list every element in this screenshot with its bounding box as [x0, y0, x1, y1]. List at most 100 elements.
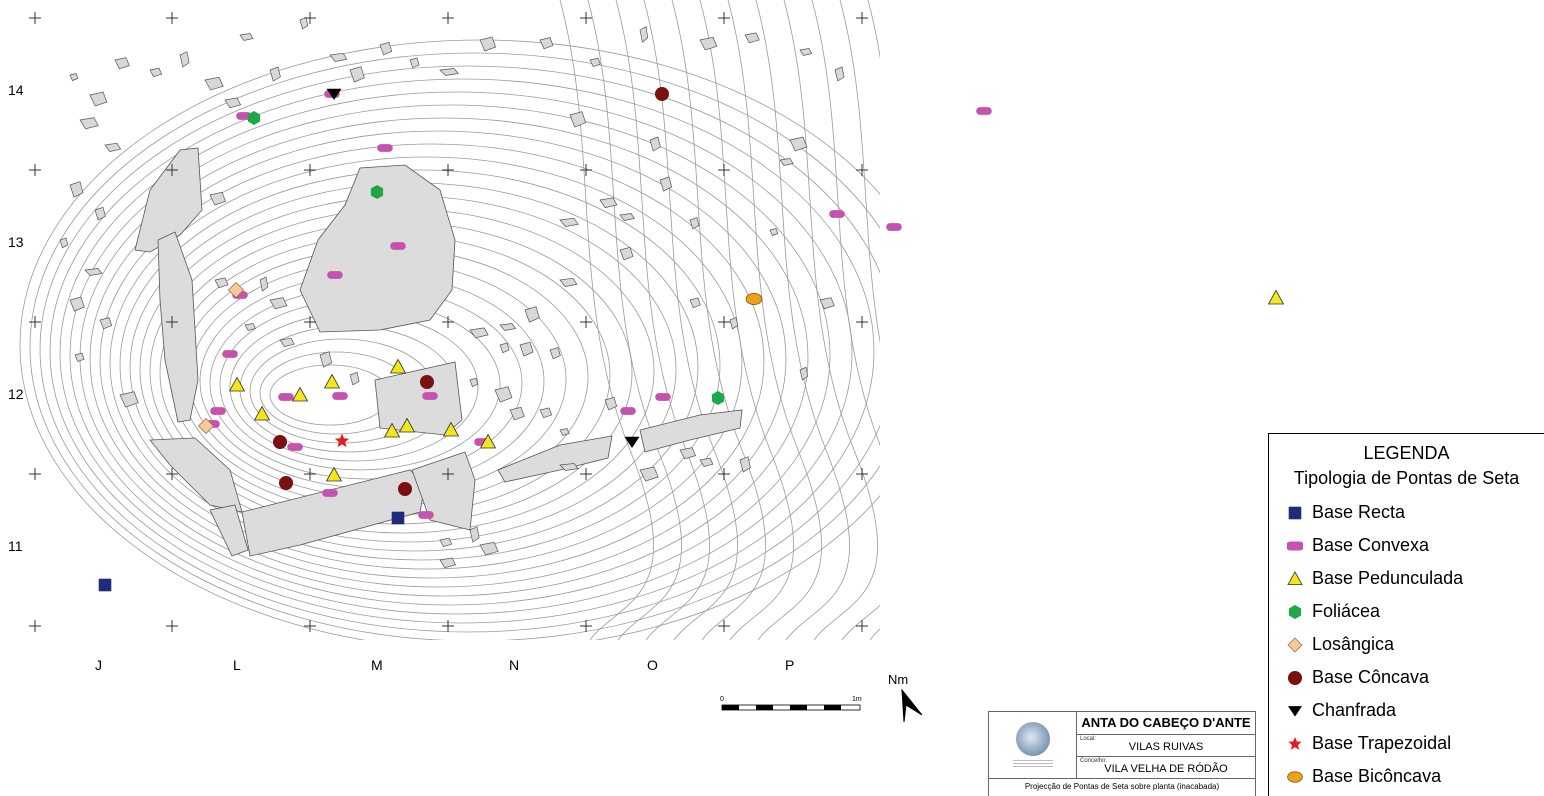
rubble-stone: [689, 297, 701, 309]
scale-end-label: 1m: [852, 696, 862, 703]
grid-labels: 14 13 12 11 J L M N O P: [8, 82, 794, 673]
find-triangle: [1267, 289, 1285, 305]
orthostat-small: [209, 504, 249, 557]
rubble-stone: [439, 68, 459, 76]
rubble-stone: [114, 57, 130, 70]
grid-cross: [856, 468, 868, 480]
find-diamond: [227, 281, 245, 299]
logo-disc-icon: [1015, 722, 1050, 756]
legend-item-ellipse: Base Bicôncava: [1269, 760, 1544, 793]
contour-line: [587, 0, 682, 640]
rubble-stone: [499, 342, 510, 354]
column-label: N: [509, 657, 519, 673]
rubble-stone: [799, 366, 809, 381]
find-circle: [655, 87, 669, 101]
rubble-stone: [649, 136, 661, 152]
contour-line: [699, 0, 794, 640]
grid-cross: [29, 620, 41, 632]
local-value: VILAS RUIVAS: [1128, 741, 1204, 753]
grid-cross: [166, 316, 178, 328]
find-hexagon: [247, 111, 261, 125]
diamond-icon: [1287, 636, 1303, 653]
contour-line: [89, 130, 787, 588]
grid-cross: [856, 620, 868, 632]
legend-list: Base Recta Base Convexa Base Pedunculada Fo…: [1269, 496, 1544, 793]
find-triangle: [291, 386, 309, 402]
north-arrow: Nm: [888, 672, 923, 723]
find-star: [334, 433, 350, 448]
rubble-stone: [599, 197, 618, 209]
rubble-stone: [469, 377, 479, 388]
find-pill: [976, 107, 992, 115]
contour-line: [49, 78, 875, 624]
find-triangle: [398, 417, 416, 433]
rubble-stone: [524, 306, 540, 323]
rubble-stone: [699, 36, 718, 51]
legend-item-label: Base Convexa: [1312, 535, 1430, 555]
rubble-stone: [244, 323, 256, 331]
rubble-stone: [739, 456, 751, 473]
contour-line: [867, 0, 880, 59]
grid-cross: [29, 164, 41, 176]
contour-line: [99, 143, 765, 579]
orthostat-left-1: [134, 147, 203, 253]
grid-cross: [718, 316, 730, 328]
grid-cross: [580, 12, 592, 24]
rubble-stone: [349, 371, 360, 386]
find-pill: [829, 210, 845, 218]
rubble-stone: [119, 391, 139, 408]
legend-item-down-triangle: Chanfrada: [1269, 694, 1544, 727]
orthostat-bottom-1: [149, 437, 243, 513]
triangle-icon: [1287, 570, 1303, 585]
find-pill: [390, 242, 406, 250]
grid-cross: [856, 12, 868, 24]
find-pill: [322, 489, 338, 497]
scale-bar: 0 1m: [720, 696, 862, 711]
row-label: 14: [8, 82, 24, 98]
rubble-stone: [659, 176, 673, 192]
find-triangle: [389, 358, 407, 374]
rubble-stone: [559, 463, 579, 471]
circle-icon: [1288, 670, 1302, 685]
local-row: Local: VILAS RUIVAS: [1077, 735, 1255, 757]
find-pill: [332, 392, 348, 400]
row-label: 11: [8, 538, 23, 554]
grid-cross: [718, 468, 730, 480]
find-hexagon: [711, 391, 725, 405]
rubble-stone: [559, 428, 570, 436]
grid-cross: [580, 620, 592, 632]
rubble-stone: [329, 52, 348, 62]
grid-cross: [580, 468, 592, 480]
rubble-stone: [789, 136, 808, 152]
rubble-stone: [559, 277, 578, 287]
down-triangle-icon: [1288, 705, 1302, 717]
rubble-stone: [79, 117, 99, 130]
title-block-footer: Projecção de Pontas de Seta sobre planta…: [989, 778, 1255, 795]
rubble-stone: [499, 323, 517, 331]
contour-line: [727, 0, 822, 640]
find-pill: [377, 144, 393, 152]
contour-line: [29, 52, 880, 640]
grid-cross: [166, 620, 178, 632]
orthostat-center: [374, 361, 463, 436]
find-circle: [273, 435, 287, 449]
legend-item-square: Base Recta: [1269, 496, 1544, 529]
legend-item-label: Base Trapezoidal: [1312, 733, 1452, 753]
rubble-stone: [589, 57, 601, 68]
concelho-row: Concelho: VILA VELHA DE RÓDÃO: [1077, 757, 1255, 778]
rubble-stone: [834, 66, 845, 82]
rubble-stone: [619, 246, 634, 261]
pill-icon: [1287, 540, 1303, 551]
find-triangle: [325, 466, 343, 482]
rubble-stone: [239, 33, 254, 41]
rubble-stone: [279, 337, 295, 347]
title-block-fields: ANTA DO CABEÇO D'ANTE Local: VILAS RUIVA…: [1077, 712, 1255, 778]
orthostat-right-2: [639, 409, 743, 453]
rubble-stone: [179, 51, 190, 68]
rubble-stone: [99, 317, 113, 330]
rubble-stone: [379, 41, 393, 56]
rubble-stone: [204, 76, 224, 91]
rubble-stone: [799, 48, 813, 56]
legend-item-label: Base Pedunculada: [1312, 568, 1464, 588]
